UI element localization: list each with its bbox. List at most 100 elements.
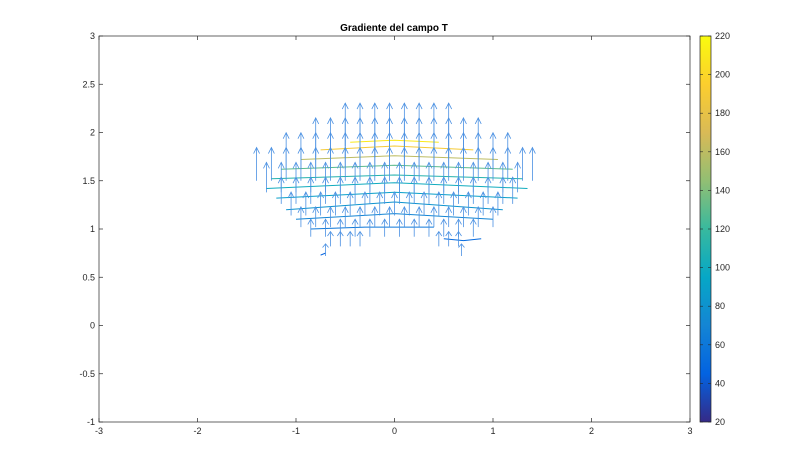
gradient-arrow xyxy=(396,218,403,237)
arrow-head xyxy=(489,131,497,139)
contour-line xyxy=(320,252,326,256)
plot-area: -3 -2 -1 0 1 2 3 -1 -0.5 0 0.5 1 1.5 2 2.5 3 xyxy=(79,31,692,436)
gradient-arrow xyxy=(336,161,344,193)
gradient-arrow xyxy=(327,205,334,228)
arrow-head xyxy=(445,102,453,110)
contour-line xyxy=(310,226,434,230)
colorbar-tick-label: 160 xyxy=(715,147,730,157)
x-tick-label: -3 xyxy=(95,426,103,436)
gradient-arrow xyxy=(430,102,438,147)
contour-line xyxy=(266,182,528,189)
arrow-head xyxy=(405,191,413,199)
gradient-arrow xyxy=(391,191,398,216)
gradient-arrow xyxy=(277,161,285,193)
x-tick-label: -1 xyxy=(292,426,300,436)
arrow-head xyxy=(381,218,388,225)
gradient-arrow xyxy=(494,191,502,216)
gradient-arrow xyxy=(302,191,310,216)
gradient-arrow xyxy=(460,205,467,228)
arrow-head xyxy=(450,191,457,199)
colorbar-tick-label: 220 xyxy=(715,31,730,41)
arrow-head xyxy=(366,161,374,169)
gradient-arrow xyxy=(366,161,374,193)
gradient-arrow xyxy=(460,117,467,158)
arrow-head xyxy=(415,205,423,214)
arrow-head xyxy=(474,117,482,125)
gradient-arrow xyxy=(479,191,487,216)
arrow-head xyxy=(371,102,379,110)
gradient-arrow xyxy=(376,191,384,216)
gradient-arrow xyxy=(341,205,349,228)
arrow-head xyxy=(514,161,521,169)
arrow-head xyxy=(469,218,477,225)
gradient-arrow xyxy=(322,161,329,193)
gradient-arrow xyxy=(410,218,418,237)
gradient-arrow xyxy=(371,102,379,147)
arrow-head xyxy=(356,230,364,237)
arrow-head xyxy=(484,161,492,169)
arrow-head xyxy=(327,205,334,214)
x-tick-label: 2 xyxy=(589,426,594,436)
gradient-arrow xyxy=(509,176,517,204)
arrow-head xyxy=(440,161,448,169)
gradient-arrow xyxy=(489,205,497,228)
gradient-arrow xyxy=(499,161,507,193)
arrow-head xyxy=(519,146,526,154)
gradient-arrow xyxy=(317,191,324,216)
arrow-head xyxy=(336,218,344,225)
arrow-head xyxy=(391,191,398,199)
arrow-head xyxy=(341,205,349,214)
gradient-arrow xyxy=(425,218,433,237)
gradient-arrow xyxy=(292,161,300,193)
gradient-arrow xyxy=(514,161,521,193)
gradient-arrow xyxy=(361,191,369,216)
gradient-arrow xyxy=(381,218,388,237)
arrow-head xyxy=(287,191,295,199)
arrow-head xyxy=(332,191,339,199)
contour-line xyxy=(350,139,439,143)
arrow-head xyxy=(460,117,467,125)
arrow-head xyxy=(366,218,374,225)
gradient-arrow xyxy=(356,230,364,247)
arrow-head xyxy=(346,230,354,237)
arrow-head xyxy=(317,191,324,199)
gradient-arrow xyxy=(371,205,379,228)
gradient-arrow xyxy=(307,161,315,193)
gradient-arrow xyxy=(351,161,359,193)
gradient-arrow xyxy=(489,131,497,170)
gradient-arrow xyxy=(253,146,260,181)
arrow-head xyxy=(400,205,408,214)
gradient-arrow xyxy=(282,131,290,170)
y-tick-label: 1 xyxy=(90,224,95,234)
gradient-arrow xyxy=(346,230,354,247)
arrow-head xyxy=(445,230,453,237)
colorbar-ticks: 20 40 60 80 100 120 140 160 180 200 220 xyxy=(700,31,730,427)
gradient-arrow xyxy=(440,218,448,237)
arrow-head xyxy=(356,205,364,214)
y-axis-ticks: -1 -0.5 0 0.5 1 1.5 2 2.5 3 xyxy=(79,31,690,427)
gradient-arrow xyxy=(469,161,477,193)
arrow-head xyxy=(302,191,310,199)
gradient-arrow xyxy=(322,243,329,257)
arrow-head xyxy=(322,218,329,225)
gradient-arrow xyxy=(386,102,393,147)
colorbar-tick-label: 200 xyxy=(715,70,730,80)
arrow-head xyxy=(307,218,315,225)
gradient-arrow xyxy=(312,117,320,158)
gradient-arrow xyxy=(445,205,453,228)
arrow-head xyxy=(268,146,275,154)
gradient-arrow xyxy=(415,102,423,147)
x-tick-label: 1 xyxy=(490,426,495,436)
gradient-arrow xyxy=(312,205,320,228)
gradient-arrow xyxy=(400,102,408,147)
colorbar-tick-label: 60 xyxy=(715,340,725,350)
gradient-arrow xyxy=(529,146,536,181)
y-tick-label: 0 xyxy=(90,321,95,331)
gradient-arrow xyxy=(297,131,305,170)
colorbar-tick-label: 120 xyxy=(715,224,730,234)
arrow-head xyxy=(282,131,290,139)
arrow-head xyxy=(351,161,359,169)
gradient-arrow xyxy=(430,205,438,228)
arrow-head xyxy=(312,117,320,125)
gradient-arrows xyxy=(253,102,536,257)
